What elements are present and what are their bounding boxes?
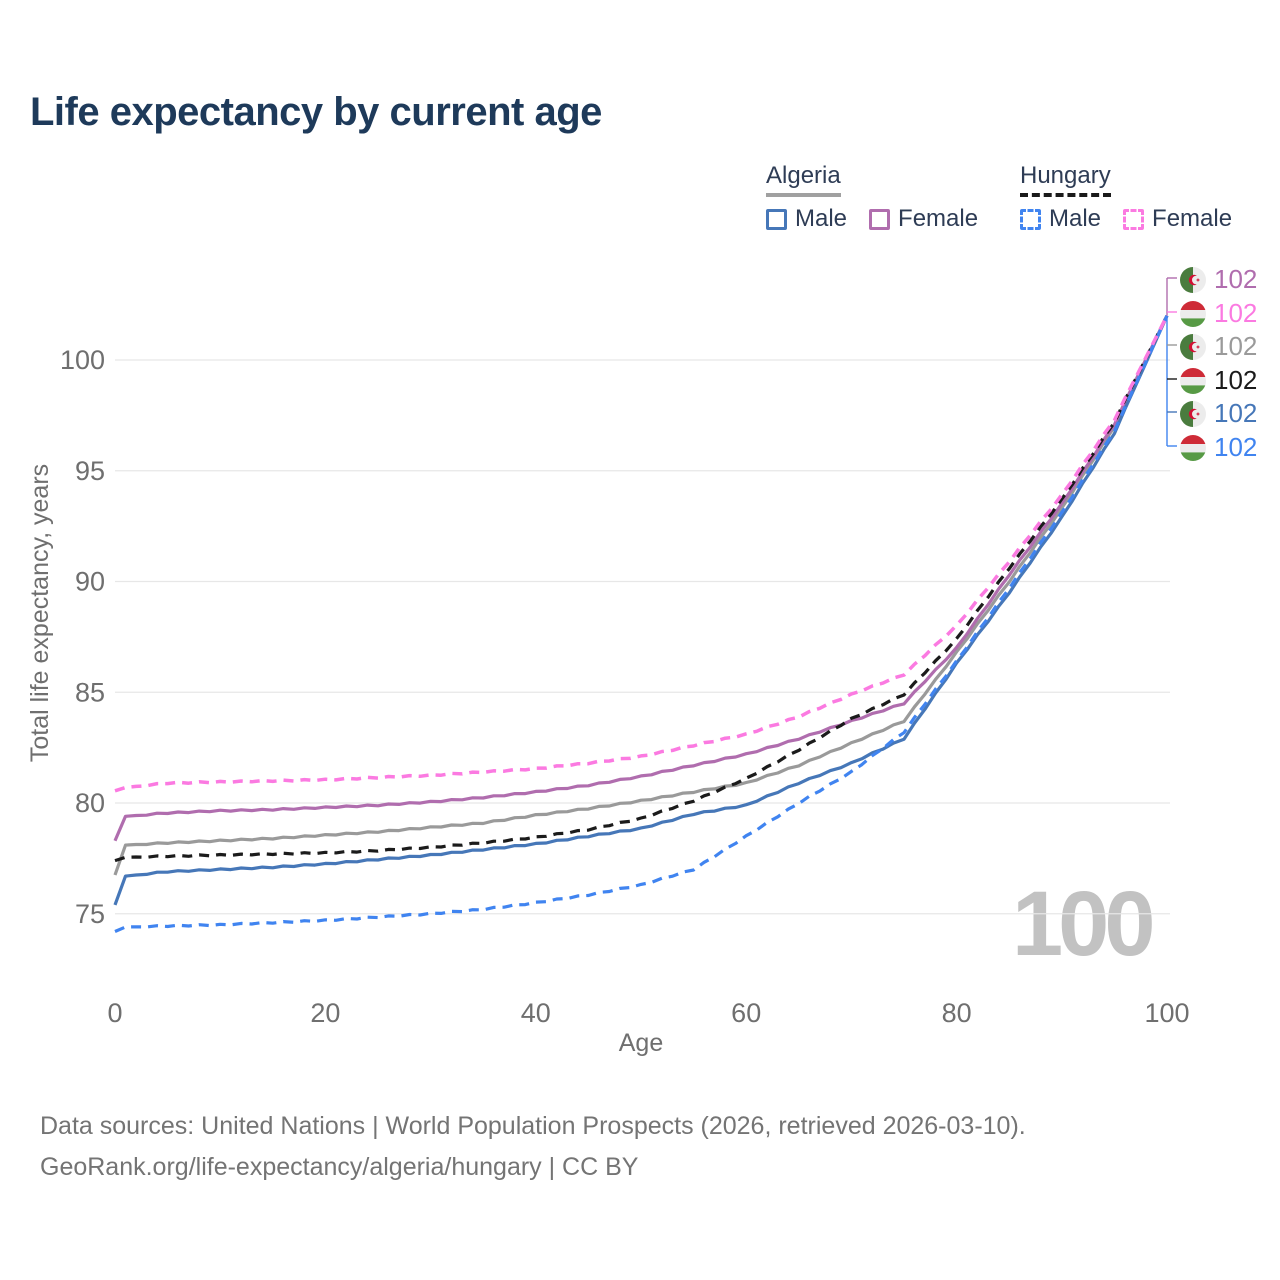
end-label-hungary-total: 102: [1180, 365, 1257, 396]
end-label-hungary-female: 102: [1180, 298, 1257, 329]
line-algeria-total: [113, 315, 1169, 876]
legend-key-hungary-female[interactable]: Female: [1123, 205, 1232, 233]
end-value-hungary-male: 102: [1214, 432, 1258, 462]
y-axis-label: Total life expectancy, years: [26, 464, 54, 762]
x-tick-60: 60: [731, 998, 761, 1028]
legend-label-hungary-male: Male: [1049, 205, 1102, 232]
legend-label-algeria-male: Male: [795, 205, 848, 232]
algeria-male-swatch-icon: [766, 208, 787, 230]
legend-title-algeria: Algeria: [766, 162, 841, 197]
x-tick-0: 0: [107, 998, 122, 1028]
line-hungary-total: [114, 314, 1169, 863]
x-tick-20: 20: [310, 998, 340, 1028]
y-tick-80: 80: [75, 788, 105, 818]
current-age-watermark: 100: [1012, 873, 1155, 975]
x-axis-label: Age: [619, 1029, 663, 1057]
x-tick-80: 80: [942, 998, 972, 1028]
end-value-hungary-female: 102: [1214, 298, 1258, 328]
end-value-algeria-female: 102: [1214, 264, 1258, 294]
line-hungary-female: [114, 314, 1169, 793]
y-tick-100: 100: [60, 345, 105, 375]
y-tick-85: 85: [75, 677, 105, 707]
y-tick-95: 95: [75, 456, 105, 486]
end-value-hungary-total: 102: [1214, 365, 1258, 395]
legend-label-algeria-female: Female: [898, 205, 979, 232]
line-algeria-male: [113, 315, 1169, 906]
legend-group-algeria: Algeria Male Female: [766, 162, 978, 233]
hungary-flag-icon: [1180, 367, 1206, 394]
end-value-algeria-total: 102: [1214, 331, 1258, 361]
algeria-female-swatch-icon: [869, 208, 891, 230]
legend-key-algeria-female[interactable]: Female: [869, 205, 978, 233]
legend-key-hungary-male[interactable]: Male: [1020, 205, 1101, 233]
line-algeria-female: [113, 315, 1169, 842]
legend-title-hungary: Hungary: [1020, 162, 1111, 197]
end-label-algeria-total: 102: [1180, 331, 1257, 362]
algeria-flag-icon: [1180, 400, 1206, 427]
line-hungary-male: [114, 315, 1169, 933]
hungary-male-swatch-icon: [1020, 208, 1041, 230]
legend-label-hungary-female: Female: [1152, 205, 1233, 232]
x-tick-40: 40: [521, 998, 551, 1028]
algeria-flag-icon: [1180, 266, 1206, 293]
hungary-flag-icon: [1180, 434, 1206, 461]
end-value-algeria-male: 102: [1214, 398, 1258, 428]
footer-link[interactable]: GeoRank.org/life-expectancy/algeria/hung…: [40, 1153, 639, 1181]
footer-sources: Data sources: United Nations | World Pop…: [40, 1112, 1026, 1140]
page-title: Life expectancy by current age: [30, 90, 602, 134]
end-label-algeria-female: 102: [1180, 264, 1257, 295]
legend-key-algeria-male[interactable]: Male: [766, 205, 847, 233]
footer: Data sources: United Nations | World Pop…: [40, 1106, 1026, 1188]
y-tick-90: 90: [75, 567, 105, 597]
hungary-female-swatch-icon: [1123, 208, 1145, 230]
end-label-hungary-male: 102: [1180, 432, 1257, 463]
algeria-flag-icon: [1180, 333, 1206, 360]
legend-group-hungary: Hungary Male Female: [1020, 162, 1232, 233]
end-label-algeria-male: 102: [1180, 398, 1257, 429]
hungary-flag-icon: [1180, 300, 1206, 327]
y-tick-75: 75: [75, 899, 105, 929]
x-tick-100: 100: [1144, 998, 1189, 1028]
